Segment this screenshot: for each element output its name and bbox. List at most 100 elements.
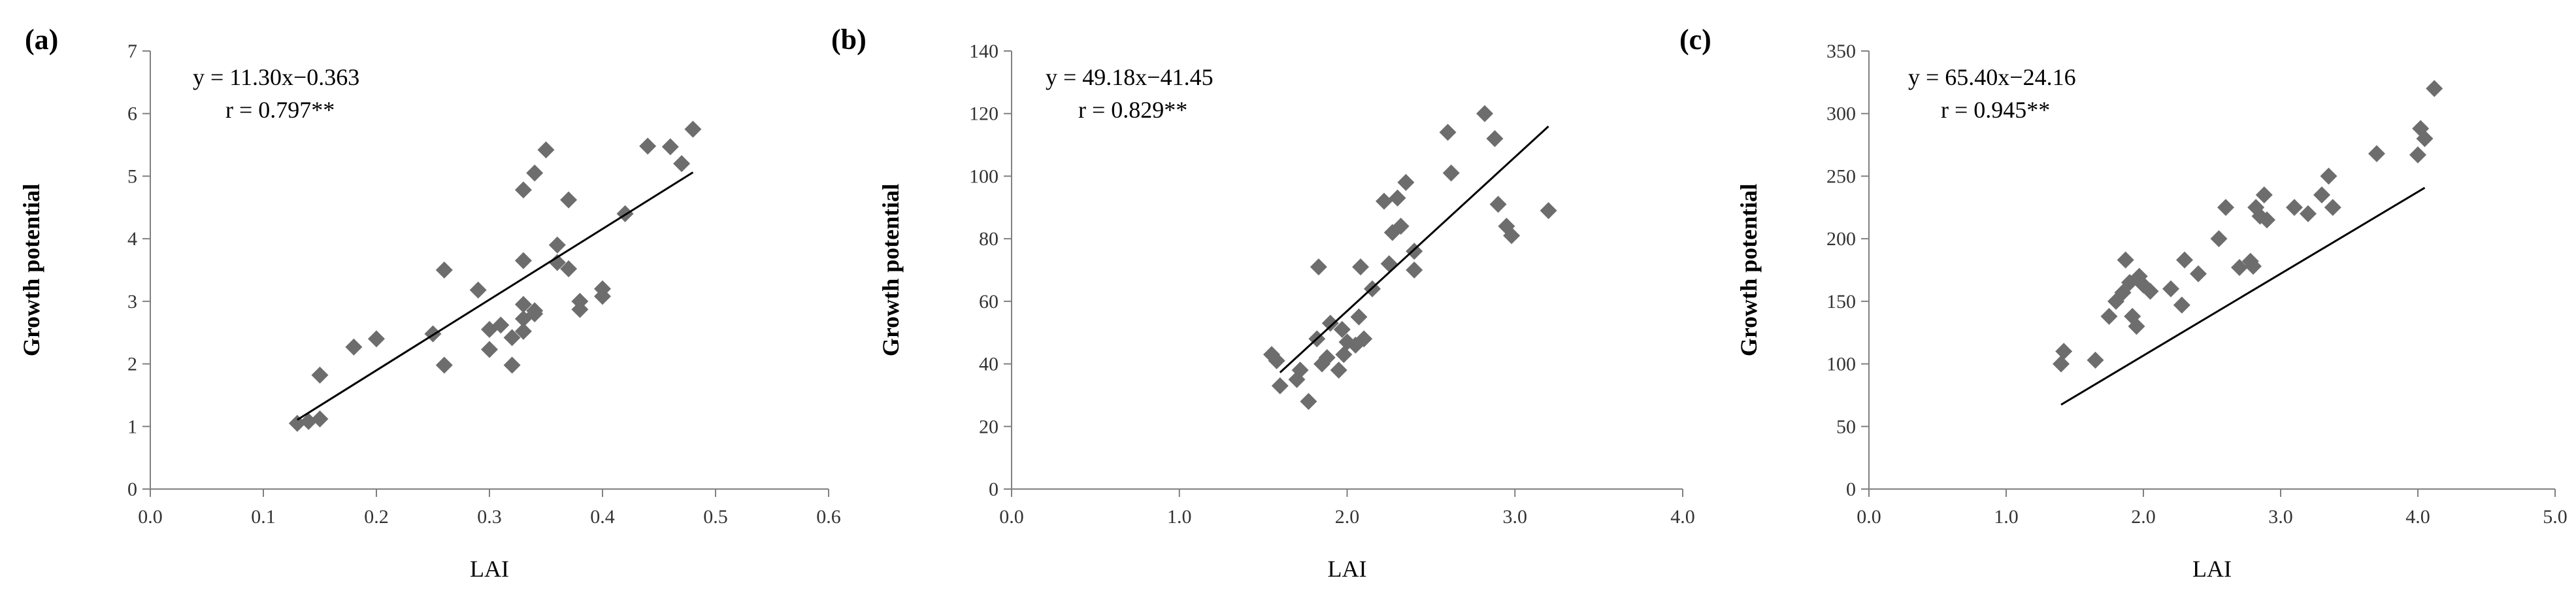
data-point (2409, 146, 2426, 163)
y-tick-label: 2 (127, 354, 137, 375)
data-point (2324, 199, 2341, 216)
y-tick-label: 7 (127, 41, 137, 62)
data-point (1389, 189, 1406, 207)
data-point (684, 120, 702, 138)
data-point (571, 292, 589, 310)
data-point (2176, 251, 2193, 269)
data-point (435, 356, 453, 374)
data-point (1540, 202, 1557, 220)
x-axis-title: LAI (1328, 556, 1367, 582)
data-point (311, 366, 329, 384)
x-tick-label: 1.0 (1167, 506, 1192, 528)
y-axis-title: Growth potential (1736, 184, 1762, 356)
x-tick-label: 2.0 (2131, 506, 2156, 528)
data-point (2100, 307, 2118, 325)
data-point (1268, 352, 1285, 369)
panel-label: (a) (25, 24, 58, 56)
data-point (2217, 199, 2234, 216)
data-point (2368, 144, 2385, 162)
data-point (2173, 296, 2190, 314)
data-point (503, 356, 521, 374)
y-tick-label: 100 (1826, 354, 1856, 375)
data-point (1321, 314, 1339, 332)
data-point (2426, 80, 2443, 97)
data-point (514, 181, 532, 199)
data-point (1310, 258, 1327, 276)
x-tick-label: 5.0 (2543, 506, 2568, 528)
x-tick-label: 4.0 (1670, 506, 1695, 528)
data-point (548, 254, 566, 271)
y-tick-label: 150 (1826, 291, 1856, 313)
data-point (435, 262, 453, 279)
data-point (2416, 130, 2434, 147)
data-point (673, 155, 691, 173)
panel-label: (b) (831, 24, 867, 56)
data-point (1397, 174, 1415, 191)
data-point (514, 322, 532, 340)
data-point (2258, 211, 2275, 229)
data-point (1291, 362, 1309, 379)
y-tick-label: 20 (979, 416, 999, 437)
data-point (503, 329, 521, 347)
data-point (1300, 393, 1317, 410)
y-tick-label: 3 (127, 291, 137, 313)
y-tick-label: 250 (1826, 165, 1856, 187)
data-point (481, 341, 498, 358)
data-point (1406, 243, 1423, 260)
x-tick-label: 0.6 (816, 506, 841, 528)
data-point (1335, 346, 1353, 364)
chart-panel-2: (b) 0 20 40 60 80 100 120 140 0.0 1.0 2.0 3.0 4.0 LAI G… (831, 24, 1695, 582)
data-point (2300, 205, 2317, 222)
y-tick-label: 6 (127, 103, 137, 125)
y-tick-label: 0 (1846, 479, 1856, 500)
data-point (2190, 265, 2207, 282)
correlation-coefficient: r = 0.829** (1078, 97, 1187, 123)
x-tick-label: 0.0 (138, 506, 163, 528)
data-point (661, 138, 679, 156)
data-point (1486, 130, 1504, 147)
panel-label: (c) (1679, 24, 1711, 56)
regression-line (2060, 186, 2426, 406)
data-point (1271, 377, 1289, 395)
x-tick-label: 0.5 (703, 506, 728, 528)
x-tick-label: 3.0 (2268, 506, 2293, 528)
data-point (2210, 230, 2228, 248)
data-point (1380, 255, 1398, 273)
data-point (1318, 349, 1336, 366)
y-tick-label: 140 (969, 41, 999, 62)
data-point (2055, 343, 2073, 360)
x-tick-label: 0.3 (477, 506, 502, 528)
regression-line (297, 171, 694, 421)
data-point (2255, 186, 2273, 204)
data-point (514, 252, 532, 269)
data-point (560, 191, 578, 209)
data-point (345, 338, 363, 356)
data-point (526, 305, 544, 322)
x-tick-label: 1.0 (1994, 506, 2019, 528)
data-point (1489, 195, 1507, 213)
data-point (1355, 330, 1373, 348)
y-tick-label: 200 (1826, 228, 1856, 250)
y-tick-label: 1 (127, 416, 137, 437)
data-point (1333, 320, 1351, 338)
data-point (537, 141, 555, 159)
data-point (526, 164, 544, 182)
data-point (2053, 355, 2070, 373)
y-tick-label: 0 (989, 479, 999, 500)
data-point (560, 260, 578, 278)
y-tick-label: 5 (127, 165, 137, 187)
data-point (1503, 227, 1521, 245)
y-tick-label: 300 (1826, 103, 1856, 125)
regression-equation: y = 49.18x−41.45 (1046, 64, 1214, 90)
x-tick-label: 0.1 (251, 506, 276, 528)
x-axis-title: LAI (2192, 556, 2232, 582)
data-point (2128, 318, 2145, 335)
data-point (1392, 218, 1410, 235)
y-tick-label: 40 (979, 354, 999, 375)
data-point (1330, 362, 1347, 379)
data-point (1476, 105, 1494, 122)
x-tick-label: 4.0 (2405, 506, 2430, 528)
y-tick-label: 50 (1836, 416, 1856, 437)
y-tick-label: 4 (127, 228, 137, 250)
